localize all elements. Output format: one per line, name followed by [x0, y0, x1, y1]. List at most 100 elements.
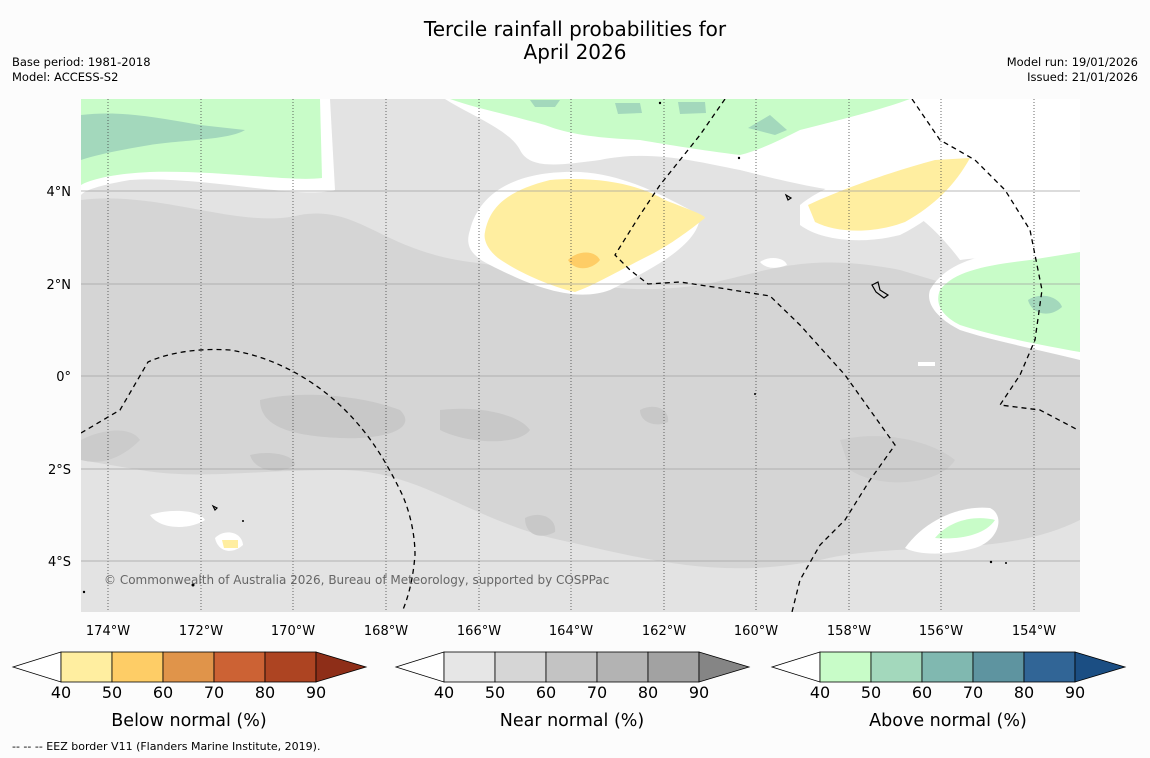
- low-probability-patch: [760, 258, 787, 268]
- below-normal-50-patch: [568, 252, 600, 269]
- below-normal-40-region: [808, 158, 970, 231]
- near-normal-patch: [260, 394, 406, 439]
- lat-label-2s: 2°S: [48, 463, 71, 478]
- lon-label: 162°W: [642, 624, 686, 639]
- colorbar-swatch: [494, 651, 547, 683]
- lon-label: 160°W: [734, 624, 778, 639]
- islands: [211, 193, 890, 512]
- lon-label: 172°W: [179, 624, 223, 639]
- colorbar-swatch: [972, 651, 1025, 683]
- below-normal-40-patch: [222, 540, 238, 548]
- above-normal-50-patch: [678, 102, 706, 114]
- low-probability-patch: [150, 510, 205, 527]
- meta-right: Model run: 19/01/2026 Issued: 21/01/2026: [1007, 55, 1138, 85]
- lon-label: 164°W: [549, 624, 593, 639]
- near-normal-50-band: [81, 198, 1080, 569]
- colorbar-tick: 60: [912, 683, 932, 702]
- colorbar-swatch: [545, 651, 598, 683]
- lon-label: 168°W: [364, 624, 408, 639]
- map-field: [81, 99, 1080, 612]
- colorbar-swatch: [162, 651, 215, 683]
- lon-label: 174°W: [86, 624, 130, 639]
- colorbar-near-normal: 40 50 60 70 80 90 Near normal (%): [394, 651, 751, 731]
- colorbar-tick: 70: [204, 683, 224, 702]
- colorbar-tick: 70: [963, 683, 983, 702]
- meta-left: Base period: 1981-2018 Model: ACCESS-S2: [12, 55, 151, 85]
- issued-date: Issued: 21/01/2026: [1027, 70, 1138, 84]
- colorbar-tick: 80: [638, 683, 658, 702]
- model-run: Model run: 19/01/2026: [1006, 55, 1138, 69]
- colorbar-tick: 90: [306, 683, 326, 702]
- eez-footnote: -- -- -- EEZ border V11 (Flanders Marine…: [12, 740, 321, 753]
- lat-label-0: 0°: [56, 370, 71, 385]
- above-normal-50-region: [81, 113, 245, 160]
- colorbar-swatch: [213, 651, 266, 683]
- low-probability-region: [445, 99, 1080, 260]
- colorbar-swatch: [443, 651, 496, 683]
- lon-label: 166°W: [457, 624, 501, 639]
- colorbar-tick: 90: [689, 683, 709, 702]
- colorbar-swatch: [921, 651, 974, 683]
- colorbar-swatch: [819, 651, 872, 683]
- colorbar-title: Near normal (%): [500, 711, 645, 731]
- colorbar-swatch: [1023, 651, 1076, 683]
- colorbar-below-normal: 40 50 60 70 80 90 Below normal (%): [11, 651, 368, 731]
- copyright-text: © Commonwealth of Australia 2026, Bureau…: [104, 573, 609, 587]
- lon-label: 158°W: [827, 624, 871, 639]
- colorbar-swatch: [264, 651, 317, 683]
- colorbar-tick: 80: [255, 683, 275, 702]
- colorbar-tick: 50: [485, 683, 505, 702]
- near-normal-patch: [840, 436, 955, 483]
- colorbar-tick: 50: [861, 683, 881, 702]
- lon-label: 154°W: [1012, 624, 1056, 639]
- above-normal-50-patch: [615, 103, 642, 114]
- below-normal-40-region: [484, 179, 705, 292]
- colorbar-extend-min: [770, 651, 821, 683]
- island-dots: [82, 101, 1007, 594]
- map-title: Tercile rainfall probabilities for April…: [0, 18, 1150, 64]
- colorbar-tick: 40: [810, 683, 830, 702]
- above-normal-40-region: [938, 252, 1080, 352]
- colorbar-swatch: [870, 651, 923, 683]
- lon-label: 156°W: [919, 624, 963, 639]
- colorbar-title: Below normal (%): [111, 711, 266, 731]
- colorbar-tick: 60: [153, 683, 173, 702]
- model-name: Model: ACCESS-S2: [12, 70, 119, 84]
- near-normal-patch: [81, 430, 140, 462]
- base-period: Base period: 1981-2018: [12, 55, 151, 69]
- near-normal-patch: [250, 453, 295, 471]
- above-normal-50-patch: [530, 100, 560, 107]
- colorbar-tick: 40: [434, 683, 454, 702]
- eez-borders: [81, 99, 1079, 612]
- above-normal-50-patch: [1028, 295, 1062, 314]
- colorbar-tick: 70: [587, 683, 607, 702]
- above-normal-50-patch: [748, 115, 787, 135]
- near-normal-patch: [525, 514, 556, 536]
- lat-label-4s: 4°S: [48, 555, 71, 570]
- near-normal-patch: [440, 408, 530, 442]
- low-probability-patch: [918, 362, 935, 366]
- title-line-1: Tercile rainfall probabilities for: [423, 17, 727, 41]
- colorbar-tick: 50: [102, 683, 122, 702]
- colorbar-title: Above normal (%): [869, 711, 1027, 731]
- above-normal-40-patch: [935, 518, 995, 539]
- colorbar-tick: 80: [1014, 683, 1034, 702]
- colorbar-swatch: [596, 651, 649, 683]
- colorbar-above-normal: 40 50 60 70 80 90 Above normal (%): [770, 651, 1127, 731]
- lon-label: 170°W: [271, 624, 315, 639]
- colorbar-swatch: [647, 651, 700, 683]
- colorbar-extend-max: [1074, 651, 1127, 683]
- colorbar-extend-max: [315, 651, 368, 683]
- colorbar-tick: 90: [1065, 683, 1085, 702]
- colorbar-extend-min: [394, 651, 445, 683]
- colorbar-extend-max: [698, 651, 751, 683]
- colorbar-swatch: [60, 651, 113, 683]
- latitude-gridlines: [81, 190, 1080, 562]
- above-normal-40-region: [450, 99, 910, 155]
- title-line-2: April 2026: [523, 40, 627, 64]
- colorbar-tick: 60: [536, 683, 556, 702]
- lat-label-4n: 4°N: [47, 185, 72, 200]
- lat-label-2n: 2°N: [47, 278, 72, 293]
- colorbar-extend-min: [11, 651, 62, 683]
